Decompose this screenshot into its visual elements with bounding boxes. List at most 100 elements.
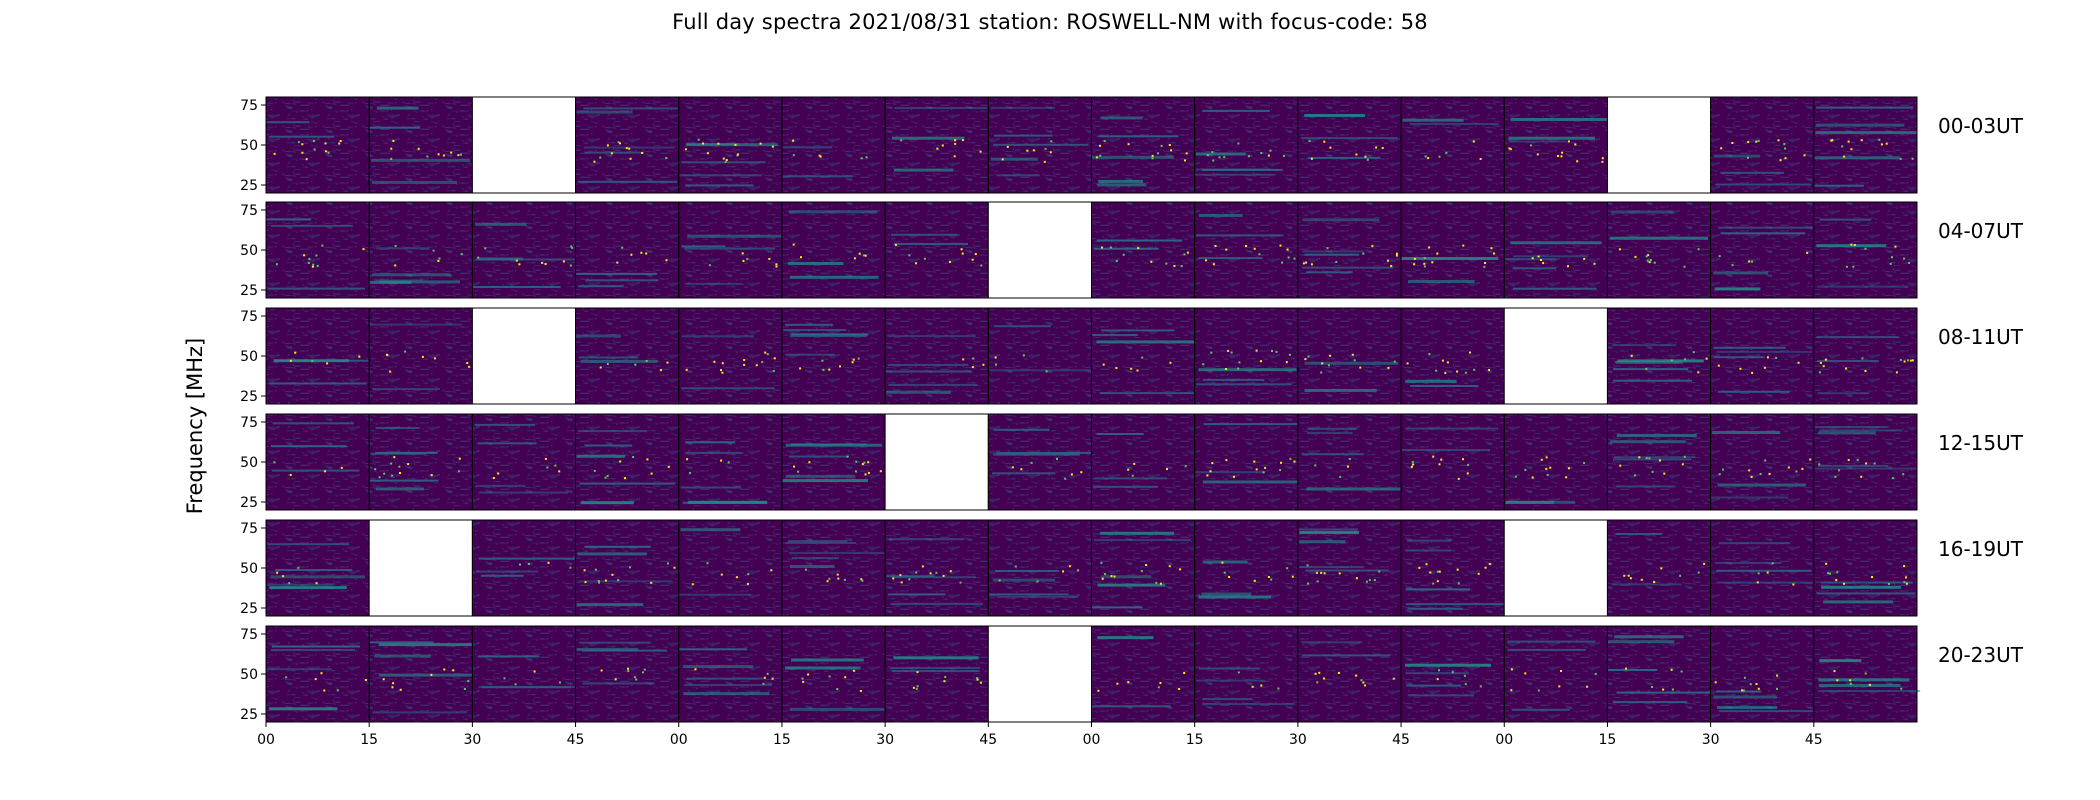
spectrum-panel [987,519,1092,617]
spectrum-panel-missing [471,96,577,194]
spectrum-panel [781,307,886,405]
spectrum-panel [1091,307,1198,405]
y-tick-label: 75 [240,309,258,325]
spectrum-panel [471,201,578,299]
row-label: 00-03UT [1938,114,2024,138]
spectrum-panel [1194,519,1299,617]
spectrum-panel [471,413,577,511]
spectrum-panel [1297,201,1402,299]
x-tick-label: 00 [1083,732,1101,748]
x-tick-label: 45 [979,732,997,748]
spectrum-panel [575,307,680,405]
y-tick-label: 50 [240,243,258,259]
spectrum-panel [265,307,370,405]
spectrum-panel [884,307,989,405]
spectrum-panel [884,625,989,723]
spectrum-panel [575,519,680,617]
spectrum-panel [575,201,680,299]
y-tick-label: 25 [240,707,258,723]
x-tick-label: 45 [1392,732,1410,748]
spectrum-panel [1091,96,1196,194]
y-tick-label: 75 [240,203,258,219]
spectrum-panel [265,625,370,723]
x-tick-label: 00 [670,732,688,748]
spectrum-panel [1503,625,1608,723]
x-tick-label: 30 [1702,732,1720,748]
spectrum-panel [1813,201,1918,299]
spectrum-panel [1400,519,1505,617]
spectrum-panel-missing [368,519,473,617]
y-tick-label: 50 [240,349,258,365]
spectrum-panel [781,625,887,723]
spectrum-panel-missing [884,413,989,511]
row-label: 12-15UT [1938,431,2024,455]
y-tick-label: 50 [240,667,258,683]
spectrum-panel [1091,519,1196,617]
spectrum-panel [781,201,886,299]
y-tick-label: 75 [240,415,258,431]
spectrum-panel-missing [1606,96,1712,194]
spectrum-panel [1194,307,1299,405]
spectrum-panel [678,413,783,511]
spectrum-panel [575,413,680,511]
spectrum-panel [1400,201,1505,299]
spectrum-panel [1813,96,1918,194]
x-tick-label: 45 [1805,732,1823,748]
spectrum-panel [1400,307,1505,405]
spectrum-panel [678,307,783,405]
x-tick-label: 30 [876,732,894,748]
y-tick-label: 25 [240,178,258,194]
x-tick-label: 45 [567,732,585,748]
spectrum-panel [368,625,475,723]
x-tick-label: 15 [1186,732,1204,748]
spectrum-panel [471,625,577,723]
spectrum-panel [1503,96,1613,194]
x-tick-label: 15 [1599,732,1617,748]
x-tick-label: 30 [1289,732,1307,748]
spectrum-panel-missing [471,307,577,405]
row-label: 08-11UT [1938,325,2024,349]
spectrum-panel [1400,625,1505,723]
spectrum-panel [265,201,370,299]
spectrum-panel [265,413,370,511]
spectrum-panel [575,625,680,723]
spectrum-panel-missing [1503,519,1608,617]
spectrum-panel [1710,519,1818,617]
spectrum-panel-missing [987,201,1092,299]
spectrum-panel-missing [987,625,1092,723]
row-label: 16-19UT [1938,537,2024,561]
spectrum-panel [884,96,995,194]
spectrum-panel [1400,96,1505,194]
spectrum-panel [678,625,783,723]
spectrum-panel [1194,625,1299,723]
spectrum-panel [1091,413,1196,511]
spectrum-panel [884,201,989,299]
x-tick-label: 00 [257,732,275,748]
spectrum-panel [575,96,681,194]
row-label: 20-23UT [1938,643,2024,667]
spectrum-panel [1606,413,1712,511]
spectrum-panel [1091,625,1196,723]
spectrum-panel [781,413,886,511]
spectrum-panel [1400,413,1505,511]
spectrum-panel [1606,625,1714,723]
spectrum-panel [1710,201,1822,299]
spectrum-panel [265,96,370,194]
spectrum-panel [1813,307,1918,405]
y-tick-label: 75 [240,98,258,114]
spectrum-panel [1503,201,1608,299]
y-tick-label: 75 [240,627,258,643]
y-tick-label: 25 [240,389,258,405]
spectrum-panel [1091,201,1196,299]
y-tick-label: 25 [240,495,258,511]
y-tick-label: 50 [240,561,258,577]
spectrum-panel [265,519,370,617]
spectrum-panel-missing [1503,307,1608,405]
spectrum-panel [1194,413,1303,511]
x-tick-label: 00 [1495,732,1513,748]
spectrum-panel [1297,96,1402,194]
y-tick-label: 50 [240,138,258,154]
spectrum-panel [1194,201,1299,299]
spectrum-panel [987,307,1092,405]
